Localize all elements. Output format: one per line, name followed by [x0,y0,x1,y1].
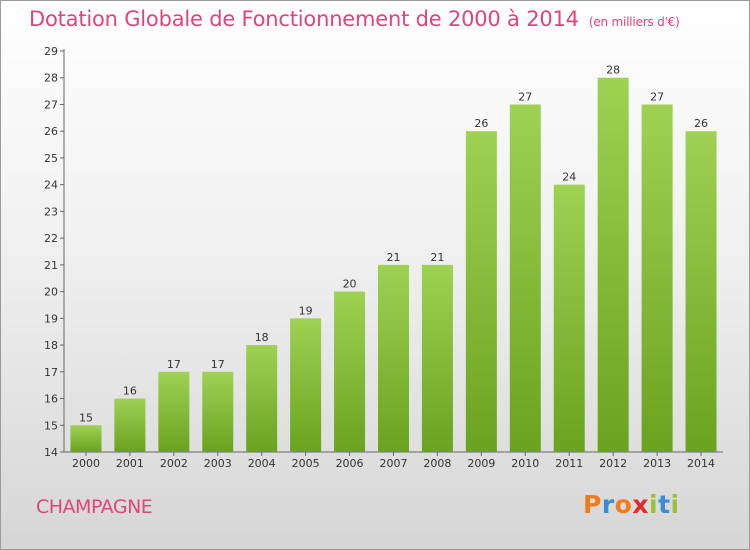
logo-letter: t [658,490,671,519]
bar-value-label: 26 [474,117,488,130]
bar [465,131,497,452]
y-tick-label: 29 [44,45,58,58]
y-tick-label: 14 [44,446,58,459]
x-tick-label: 2013 [643,457,671,470]
bar-value-label: 27 [650,90,664,103]
bar [114,398,146,452]
logo-letter: r [601,490,615,519]
bar-value-label: 18 [255,331,269,344]
y-tick-label: 22 [44,232,58,245]
logo-letter: i [670,490,680,519]
bar-value-label: 15 [79,411,93,424]
bar [509,104,541,452]
y-tick-label: 18 [44,339,58,352]
bar [553,184,585,452]
x-tick-label: 2011 [555,457,583,470]
y-tick-label: 28 [44,72,58,85]
bar [70,425,102,452]
bar-value-label: 20 [343,278,357,291]
bar-value-label: 28 [606,64,620,77]
x-tick-label: 2001 [116,457,144,470]
x-tick-label: 2003 [204,457,232,470]
x-tick-label: 2002 [160,457,188,470]
bar-value-label: 16 [123,385,137,398]
y-tick-label: 23 [44,205,58,218]
x-tick-label: 2005 [292,457,320,470]
chart-subtitle: (en milliers d'€) [588,15,680,29]
proxiti-logo: Proxiti [583,490,680,519]
x-tick-label: 2004 [248,457,276,470]
y-tick-label: 27 [44,98,58,111]
bar-value-label: 19 [299,304,313,317]
bar [290,318,322,452]
chart-title-text: Dotation Globale de Fonctionnement de 20… [29,7,579,31]
bar-value-label: 26 [694,117,708,130]
chart-title: Dotation Globale de Fonctionnement de 20… [29,7,680,31]
y-tick-label: 25 [44,152,58,165]
x-tick-label: 2012 [599,457,627,470]
x-tick-label: 2000 [72,457,100,470]
bar [246,345,278,452]
y-tick-label: 15 [44,419,58,432]
y-tick-label: 21 [44,259,58,272]
y-tick-label: 17 [44,366,58,379]
y-tick-label: 16 [44,393,58,406]
logo-letter: o [614,490,633,519]
bar-value-label: 21 [430,251,444,264]
x-tick-label: 2014 [687,457,715,470]
logo-letter: x [632,490,649,519]
x-tick-label: 2010 [511,457,539,470]
y-tick-label: 19 [44,312,58,325]
bar [334,291,366,452]
y-tick-label: 24 [44,179,58,192]
bar [158,371,190,452]
bar-value-label: 24 [562,171,576,184]
commune-name: CHAMPAGNE [36,496,153,518]
x-tick-label: 2008 [423,457,451,470]
logo-letter: P [583,490,602,519]
x-tick-label: 2007 [380,457,408,470]
bar-value-label: 17 [211,358,225,371]
bar-value-label: 27 [518,90,532,103]
x-tick-label: 2009 [467,457,495,470]
bar [597,77,629,452]
y-tick-label: 20 [44,286,58,299]
x-tick-label: 2006 [336,457,364,470]
bar-value-label: 17 [167,358,181,371]
y-tick-label: 26 [44,125,58,138]
logo-letter: i [649,490,659,519]
bar [378,264,409,452]
bar [202,371,234,452]
bar-value-label: 21 [387,251,401,264]
bar [641,104,673,452]
bar [685,131,717,452]
bar [421,264,453,452]
